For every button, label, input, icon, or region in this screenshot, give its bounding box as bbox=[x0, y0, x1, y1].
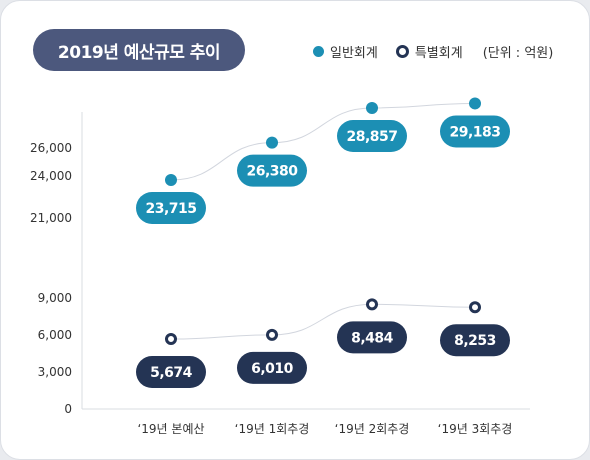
y-tick-label: 3,000 bbox=[38, 365, 72, 379]
data-label-bg-general bbox=[237, 154, 307, 187]
data-point-special bbox=[266, 328, 278, 341]
legend-special-marker-icon bbox=[395, 45, 409, 58]
data-point-special bbox=[165, 333, 177, 346]
legend-special-label: 특별회계 bbox=[414, 46, 463, 61]
data-point-general bbox=[266, 136, 278, 149]
chart-title: 2019년 예산규모 추이 bbox=[33, 29, 245, 71]
unit-label: (단위 : 억원) bbox=[482, 46, 554, 61]
data-label-general: 23,715 bbox=[145, 201, 196, 217]
y-tick-label: 0 bbox=[64, 402, 72, 416]
data-label-special: 6,010 bbox=[251, 361, 294, 377]
y-tick-label: 9,000 bbox=[38, 291, 72, 305]
data-point-general bbox=[366, 102, 378, 115]
data-label-special: 8,484 bbox=[351, 330, 394, 346]
data-label-bg-general bbox=[337, 120, 407, 153]
data-label-general: 28,857 bbox=[346, 129, 397, 145]
y-tick-label: 21,000 bbox=[30, 211, 72, 225]
data-label-general: 29,183 bbox=[449, 124, 500, 140]
y-tick-label: 26,000 bbox=[30, 141, 72, 155]
x-tick-label: ‘19년 3회추경 bbox=[438, 422, 513, 436]
data-label-bg-general bbox=[440, 115, 510, 148]
series-line-general bbox=[170, 102, 476, 181]
data-label-special: 5,674 bbox=[150, 365, 193, 381]
legend-general-marker-icon bbox=[313, 46, 324, 57]
legend: 일반회계 특별회계 (단위 : 억원) bbox=[313, 42, 553, 61]
legend-item-special: 특별회계 bbox=[395, 42, 463, 61]
data-label-bg-special bbox=[337, 321, 407, 354]
data-label-bg-general bbox=[136, 191, 206, 224]
data-point-special bbox=[469, 301, 481, 314]
legend-item-general: 일반회계 bbox=[313, 42, 378, 61]
data-label-bg-special bbox=[237, 351, 307, 384]
data-label-special: 8,253 bbox=[454, 333, 496, 349]
x-tick-label: ‘19년 2회추경 bbox=[335, 422, 410, 436]
data-label-general: 26,380 bbox=[246, 164, 298, 180]
data-point-special bbox=[366, 298, 378, 311]
data-label-bg-special bbox=[136, 356, 206, 389]
x-tick-label: ‘19년 1회추경 bbox=[235, 422, 310, 436]
legend-general-label: 일반회계 bbox=[330, 46, 378, 61]
data-point-general bbox=[165, 173, 177, 186]
series-line-special bbox=[170, 303, 476, 340]
y-tick-label: 6,000 bbox=[38, 328, 72, 342]
x-tick-label: ‘19년 본예산 bbox=[137, 422, 204, 436]
data-point-general bbox=[469, 97, 481, 110]
y-tick-label: 24,000 bbox=[30, 169, 72, 183]
data-label-bg-special bbox=[440, 324, 510, 357]
